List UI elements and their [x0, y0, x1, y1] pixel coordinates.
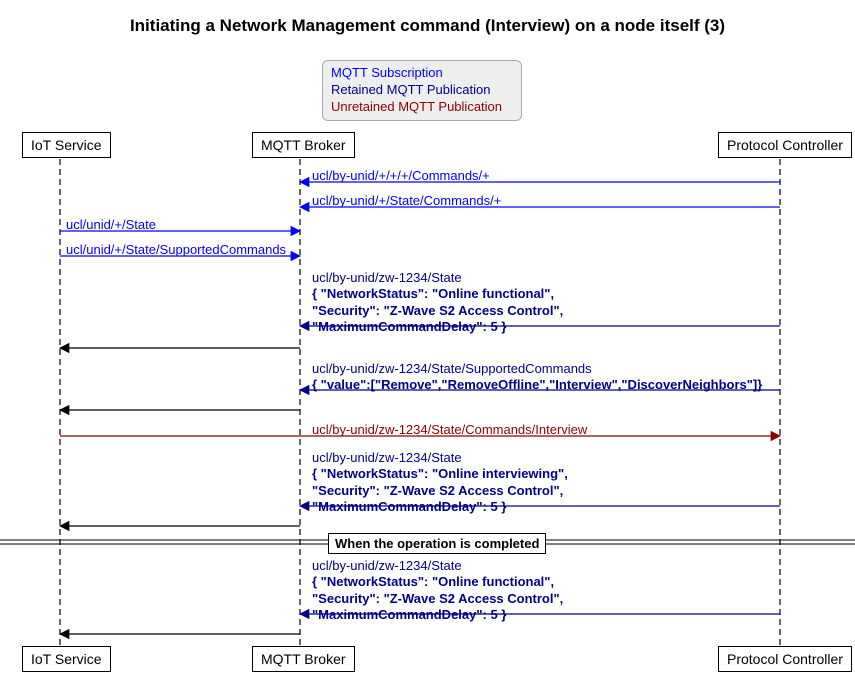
message-label: ucl/by-unid/+/State/Commands/+	[312, 193, 501, 209]
divider-label: When the operation is completed	[328, 533, 546, 554]
message-label: ucl/unid/+/State/SupportedCommands	[66, 242, 286, 258]
message-label: ucl/by-unid/zw-1234/State{ "NetworkStatu…	[312, 450, 568, 515]
message-label: ucl/by-unid/zw-1234/State{ "NetworkStatu…	[312, 558, 563, 623]
message-label: ucl/by-unid/zw-1234/State/Commands/Inter…	[312, 422, 587, 438]
message-label: ucl/unid/+/State	[66, 217, 156, 233]
message-label: ucl/by-unid/zw-1234/State{ "NetworkStatu…	[312, 270, 563, 335]
message-label: ucl/by-unid/zw-1234/State/SupportedComma…	[312, 361, 762, 394]
message-label: ucl/by-unid/+/+/+/Commands/+	[312, 168, 490, 184]
